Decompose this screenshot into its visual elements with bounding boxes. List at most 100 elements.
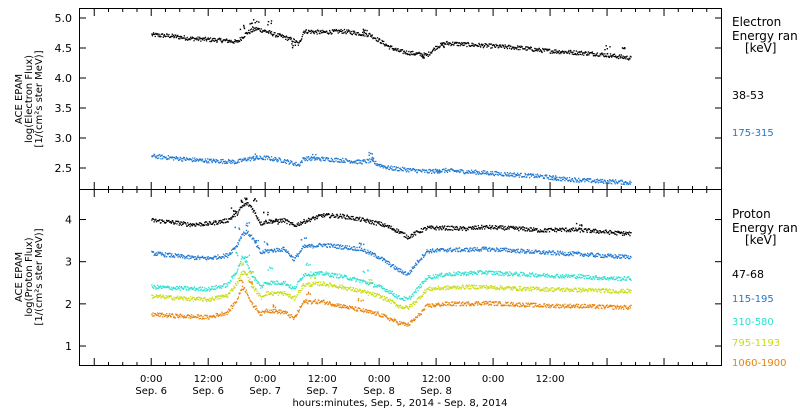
- proton-series-0-point: [368, 221, 370, 223]
- proton-series-0-point: [478, 227, 481, 229]
- proton-series-2-point: [449, 274, 452, 276]
- proton-series-2-point: [515, 271, 517, 273]
- proton-series-2-point: [323, 273, 326, 276]
- proton-series-2-point: [469, 271, 471, 273]
- proton-series-2-point: [514, 273, 516, 276]
- electron-series-1-point: [157, 154, 159, 157]
- proton-series-1-point: [308, 243, 310, 246]
- electron-series-1-point: [621, 180, 624, 182]
- electron-series-1-point: [486, 173, 488, 175]
- proton-series-1-point: [332, 246, 334, 248]
- proton-series-0-point: [396, 228, 398, 230]
- proton-series-1-point: [284, 250, 286, 252]
- proton-series-0-point: [159, 219, 161, 221]
- proton-series-2-point: [473, 271, 475, 273]
- electron-series-1-point: [287, 159, 289, 162]
- proton-series-2-outlier: [237, 254, 239, 257]
- electron-series-1-point: [604, 179, 606, 181]
- proton-series-1-point: [435, 249, 437, 252]
- proton-series-2-point: [432, 274, 434, 276]
- proton-series-3-point: [363, 291, 365, 293]
- proton-series-2-point: [233, 275, 236, 277]
- electron-series-1-point: [175, 158, 177, 160]
- proton-series-2-point: [627, 277, 629, 279]
- electron-series-0-point: [186, 36, 188, 39]
- electron-series-0-point: [501, 46, 503, 48]
- proton-series-0-point: [256, 218, 258, 220]
- proton-series-1-point: [319, 242, 321, 245]
- proton-series-1-point: [256, 246, 258, 248]
- proton-series-2-point: [376, 284, 378, 286]
- proton-series-0-point: [301, 222, 303, 224]
- proton-series-2-point: [230, 280, 232, 282]
- proton-series-1-point: [430, 250, 432, 252]
- proton-series-2-point: [622, 277, 624, 279]
- electron-series-1-point: [217, 159, 219, 162]
- electron-series-0-point: [269, 30, 271, 32]
- electron-series-0-point: [265, 30, 267, 32]
- electron-series-0-point: [203, 39, 205, 41]
- proton-series-3-point: [333, 284, 335, 286]
- electron-series-0-point: [436, 48, 438, 50]
- proton-series-2-point: [313, 272, 315, 274]
- electron-series-1-point: [315, 158, 317, 160]
- proton-series-1-point: [416, 263, 418, 265]
- proton-series-0-point: [292, 222, 294, 224]
- proton-series-0-point: [235, 212, 237, 214]
- electron-series-1-point: [319, 159, 321, 161]
- electron-series-1-point: [548, 175, 551, 177]
- proton-series-1-point: [279, 250, 281, 253]
- proton-series-0-point: [293, 225, 295, 227]
- proton-series-1-point: [550, 251, 552, 254]
- electron-series-1-point: [303, 157, 306, 159]
- proton-series-0-point: [578, 227, 580, 229]
- electron-series-1-point: [482, 170, 485, 172]
- electron-series-0-point: [208, 38, 211, 40]
- proton-series-0-point: [263, 221, 265, 223]
- proton-series-1-point: [464, 250, 466, 252]
- electron-series-1-point: [439, 171, 441, 173]
- proton-series-2-point: [562, 274, 564, 276]
- proton-series-2-point: [388, 290, 391, 292]
- proton-series-1-point: [480, 249, 482, 251]
- proton-series-1-point: [368, 253, 370, 255]
- proton-series-0-point: [258, 219, 260, 221]
- electron-series-1-point: [477, 171, 479, 173]
- proton-series-0-point: [269, 222, 271, 224]
- proton-series-1-outlier: [263, 241, 266, 243]
- electron-series-0-point: [507, 45, 509, 48]
- proton-series-1-point: [360, 249, 362, 251]
- proton-series-2-point: [588, 275, 590, 277]
- electron-series-0-point: [378, 39, 380, 41]
- electron-series-1-point: [573, 181, 575, 183]
- proton-series-1-point: [355, 249, 358, 252]
- proton-series-2-point: [159, 286, 161, 288]
- proton-series-2-point: [339, 273, 341, 275]
- proton-series-3-point: [220, 297, 222, 300]
- proton-series-0-point: [568, 230, 570, 233]
- electron-series-0-point: [448, 42, 450, 44]
- electron-series-0-point: [370, 34, 372, 37]
- electron-series-1-point: [538, 175, 540, 178]
- electron-series-1-point: [340, 158, 342, 161]
- proton-series-0-point: [283, 217, 285, 220]
- proton-series-3-point: [193, 297, 195, 299]
- proton-series-2-point: [499, 271, 502, 273]
- electron-series-0-point: [446, 43, 449, 45]
- proton-series-3-point: [308, 285, 310, 287]
- proton-series-1-point: [498, 249, 501, 252]
- proton-series-1-point: [383, 258, 385, 260]
- proton-series-2-point: [554, 277, 556, 279]
- proton-series-2-outlier: [235, 251, 237, 254]
- electron-series-1-point: [266, 158, 269, 160]
- proton-series-1-point: [303, 246, 305, 248]
- proton-series-1-point: [519, 250, 522, 252]
- proton-series-1-point: [431, 249, 433, 251]
- electron-series-1-point: [286, 159, 289, 161]
- proton-series-2-point: [395, 294, 397, 296]
- electron-series-0-point: [558, 51, 560, 53]
- proton-series-2-point: [487, 272, 489, 274]
- proton-series-2-point: [345, 275, 347, 277]
- electron-series-0-point: [277, 33, 279, 35]
- proton-series-0-point: [544, 231, 547, 233]
